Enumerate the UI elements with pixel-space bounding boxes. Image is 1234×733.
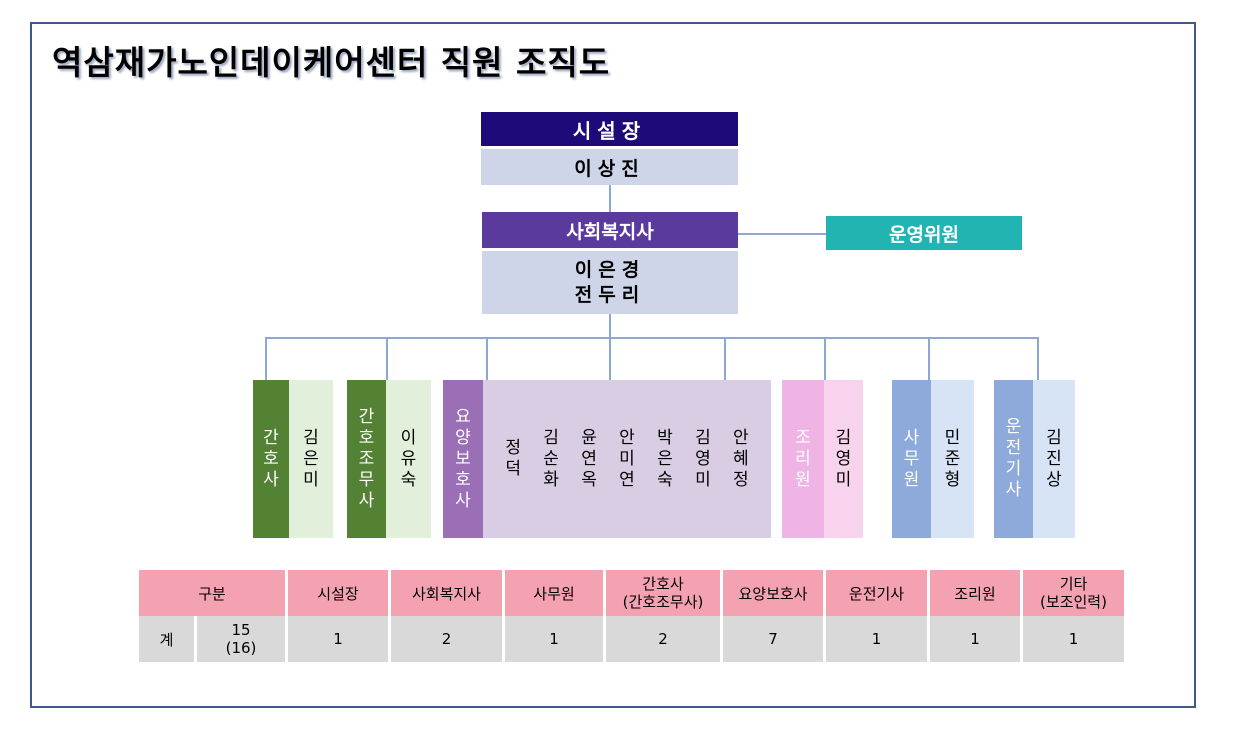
value-cell: 1 — [1023, 616, 1124, 662]
connector-drop — [265, 337, 267, 380]
value-cell: 2 — [391, 616, 502, 662]
committee-box: 운영위원 — [826, 216, 1022, 250]
connector-drop — [486, 337, 488, 380]
connector-drop — [1037, 337, 1039, 380]
social-worker-name: 전두리 — [574, 283, 646, 306]
table-header-row: 구분 시설장 사회복지사 사무원 간호사 (간호조무사) 요양보호사 운전기사 … — [139, 570, 1124, 616]
table-header-cell: 기타 (보조인력) — [1023, 570, 1124, 616]
connector-drop — [609, 337, 611, 380]
connector-sw-to-committee — [738, 233, 826, 235]
table-header-cell: 간호사 (간호조무사) — [606, 570, 720, 616]
value-cell: 1 — [288, 616, 388, 662]
staff-summary-table: 구분 시설장 사회복지사 사무원 간호사 (간호조무사) 요양보호사 운전기사 … — [136, 570, 1127, 662]
table-header-cell: 구분 — [139, 570, 285, 616]
value-cell: 1 — [505, 616, 603, 662]
connector-drop — [724, 337, 726, 380]
social-worker-role: 사회복지사 — [482, 212, 738, 248]
table-header-cell: 시설장 — [288, 570, 388, 616]
connector-sw-to-teams — [609, 314, 611, 338]
page-title: 역삼재가노인데이케어센터 직원 조직도 — [52, 43, 611, 82]
connector-drop — [386, 337, 388, 380]
value-cell: 2 — [606, 616, 720, 662]
connector-horizontal — [265, 337, 1039, 339]
director-role: 시설장 — [481, 112, 738, 146]
table-header-cell: 조리원 — [930, 570, 1020, 616]
connector-drop — [928, 337, 930, 380]
total-cell: 15 (16) — [197, 616, 285, 662]
director-name: 이상진 — [481, 149, 738, 185]
table-row: 계 15 (16) 1 2 1 2 7 1 1 1 — [139, 616, 1124, 662]
table-header-cell: 사회복지사 — [391, 570, 502, 616]
connector-drop — [824, 337, 826, 380]
table-header-cell: 요양보호사 — [723, 570, 823, 616]
value-cell: 1 — [826, 616, 927, 662]
value-cell: 1 — [930, 616, 1020, 662]
connector-director-to-sw — [609, 185, 611, 212]
row-label-cell: 계 — [139, 616, 194, 662]
social-worker-name: 이은경 — [574, 258, 646, 281]
table-header-cell: 사무원 — [505, 570, 603, 616]
value-cell: 7 — [723, 616, 823, 662]
table-header-cell: 운전기사 — [826, 570, 927, 616]
chart-frame — [30, 22, 1196, 708]
social-worker-names: 이은경 전두리 — [482, 251, 738, 314]
